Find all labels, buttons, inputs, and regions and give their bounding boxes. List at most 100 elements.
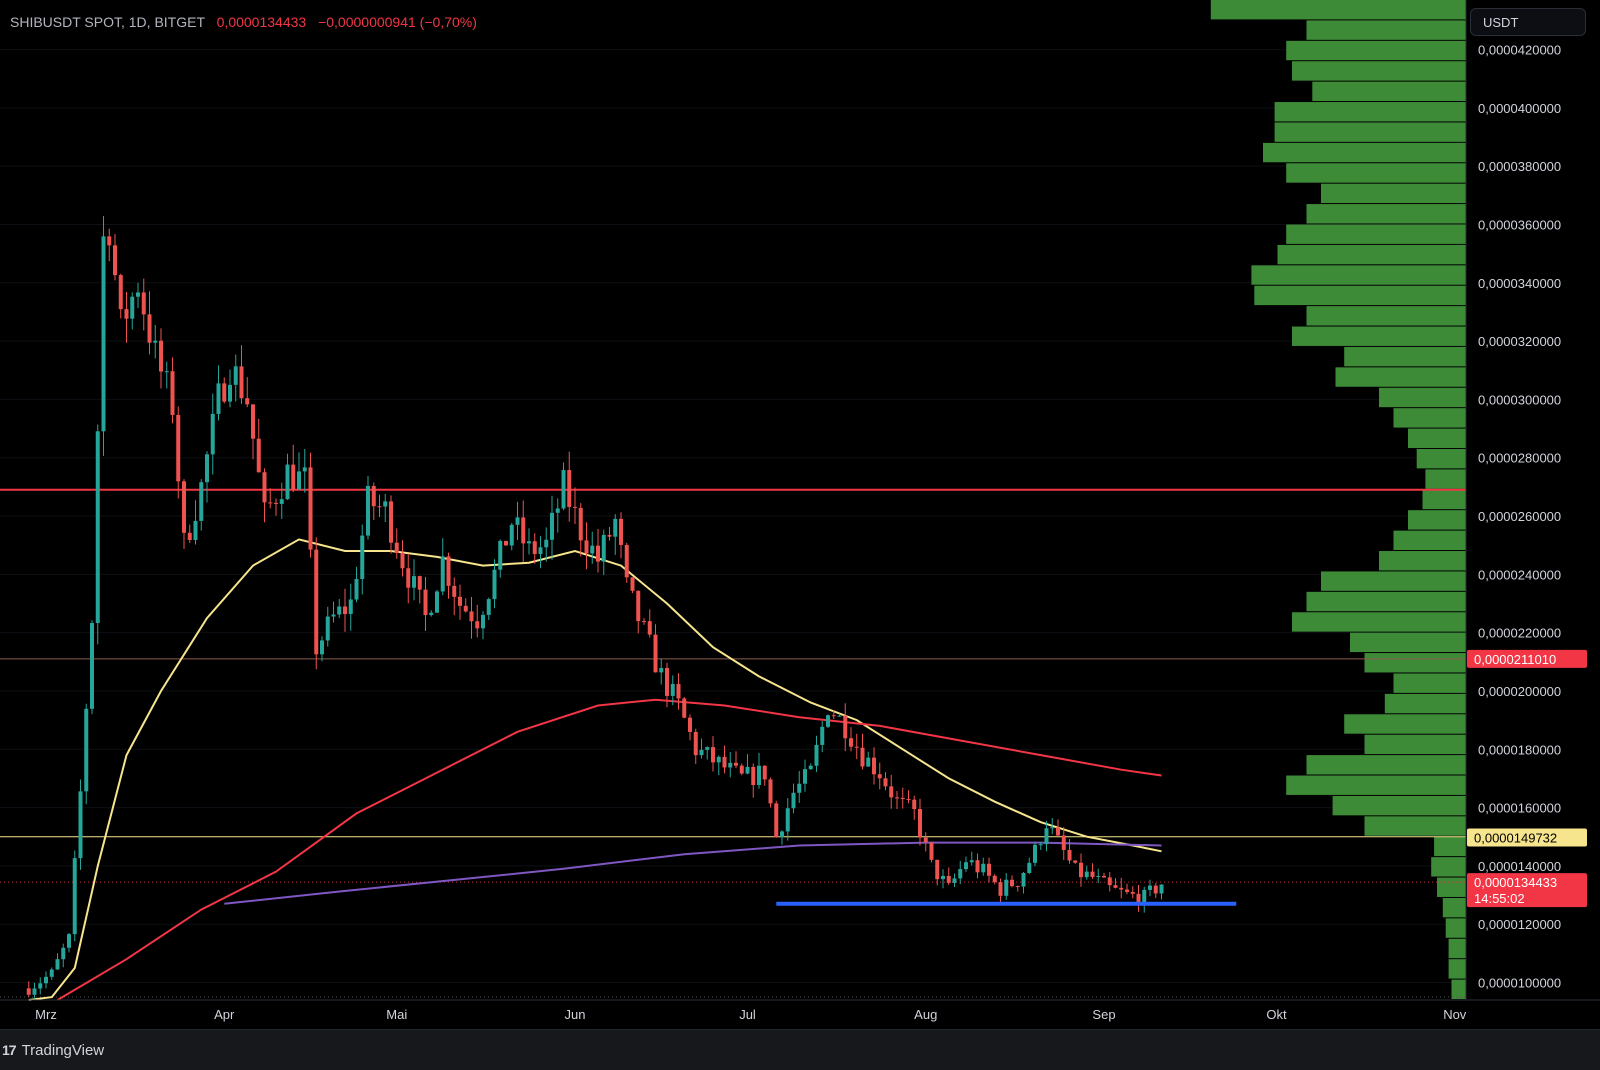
candle[interactable] bbox=[705, 746, 710, 760]
candle[interactable] bbox=[371, 482, 376, 520]
candle[interactable] bbox=[596, 528, 600, 573]
candle[interactable] bbox=[515, 501, 520, 541]
candle[interactable] bbox=[210, 393, 215, 475]
candle[interactable] bbox=[262, 468, 267, 523]
candle[interactable] bbox=[302, 448, 307, 493]
candle[interactable] bbox=[872, 747, 876, 785]
candle[interactable] bbox=[578, 503, 583, 557]
candle[interactable] bbox=[314, 537, 319, 670]
candle[interactable] bbox=[164, 361, 169, 389]
candle[interactable] bbox=[113, 233, 117, 281]
candle[interactable] bbox=[176, 406, 181, 499]
candle[interactable] bbox=[1010, 875, 1014, 888]
candle[interactable] bbox=[389, 495, 393, 554]
candle[interactable] bbox=[665, 662, 669, 708]
candle[interactable] bbox=[446, 552, 451, 599]
candle[interactable] bbox=[228, 369, 232, 408]
candle[interactable] bbox=[1159, 884, 1164, 900]
candle[interactable] bbox=[124, 291, 129, 343]
candle[interactable] bbox=[722, 745, 727, 774]
candle[interactable] bbox=[233, 354, 238, 402]
candle[interactable] bbox=[785, 798, 790, 841]
candle[interactable] bbox=[61, 943, 66, 968]
candle[interactable] bbox=[653, 624, 658, 673]
candle[interactable] bbox=[1119, 877, 1124, 899]
candle[interactable] bbox=[153, 324, 158, 359]
candle[interactable] bbox=[1061, 827, 1066, 861]
candle[interactable] bbox=[90, 620, 94, 715]
candle[interactable] bbox=[394, 528, 399, 559]
candle[interactable] bbox=[130, 292, 135, 330]
candle[interactable] bbox=[826, 714, 830, 729]
candle[interactable] bbox=[205, 451, 209, 503]
candle[interactable] bbox=[222, 377, 227, 404]
candle[interactable] bbox=[808, 763, 813, 770]
candle[interactable] bbox=[843, 703, 848, 752]
candle[interactable] bbox=[274, 498, 278, 516]
candle[interactable] bbox=[619, 512, 623, 559]
candle[interactable] bbox=[360, 524, 365, 595]
candle[interactable] bbox=[245, 377, 250, 408]
candle[interactable] bbox=[762, 765, 767, 786]
candle[interactable] bbox=[440, 538, 445, 596]
candle[interactable] bbox=[136, 282, 140, 309]
candle[interactable] bbox=[285, 453, 290, 500]
candle[interactable] bbox=[44, 971, 48, 989]
candle[interactable] bbox=[607, 527, 612, 541]
candle[interactable] bbox=[1027, 857, 1032, 875]
candle[interactable] bbox=[458, 584, 462, 620]
candle[interactable] bbox=[354, 566, 359, 603]
candle[interactable] bbox=[187, 524, 192, 544]
candle[interactable] bbox=[636, 590, 641, 634]
candle[interactable] bbox=[561, 462, 566, 511]
candle[interactable] bbox=[1153, 883, 1158, 899]
candle[interactable] bbox=[780, 830, 784, 845]
candle[interactable] bbox=[642, 618, 646, 625]
candle[interactable] bbox=[101, 216, 106, 456]
candle[interactable] bbox=[745, 754, 750, 775]
candle[interactable] bbox=[716, 755, 721, 776]
candle[interactable] bbox=[182, 479, 186, 549]
candle[interactable] bbox=[624, 542, 629, 583]
candle[interactable] bbox=[590, 531, 595, 564]
candle[interactable] bbox=[757, 752, 761, 789]
candle[interactable] bbox=[998, 878, 1003, 903]
candle[interactable] bbox=[866, 751, 871, 767]
candle[interactable] bbox=[981, 857, 986, 876]
candle[interactable] bbox=[1004, 873, 1009, 900]
candle[interactable] bbox=[906, 790, 911, 804]
candle[interactable] bbox=[918, 798, 922, 846]
candle[interactable] bbox=[527, 528, 531, 555]
candle[interactable] bbox=[728, 752, 733, 778]
candle[interactable] bbox=[38, 977, 43, 995]
candle[interactable] bbox=[417, 575, 422, 604]
candle[interactable] bbox=[751, 763, 756, 798]
candle[interactable] bbox=[308, 452, 313, 558]
candle[interactable] bbox=[400, 540, 405, 577]
candle[interactable] bbox=[325, 606, 330, 647]
candle[interactable] bbox=[1073, 860, 1078, 864]
candle[interactable] bbox=[1090, 863, 1095, 879]
candle[interactable] bbox=[584, 522, 589, 570]
candle[interactable] bbox=[883, 772, 888, 791]
candle[interactable] bbox=[676, 673, 681, 710]
candle[interactable] bbox=[958, 860, 963, 885]
candle[interactable] bbox=[469, 597, 474, 639]
candle[interactable] bbox=[975, 853, 980, 879]
candle[interactable] bbox=[1084, 865, 1089, 880]
candle[interactable] bbox=[601, 529, 606, 576]
candle[interactable] bbox=[711, 736, 715, 772]
candle[interactable] bbox=[521, 500, 526, 563]
candle[interactable] bbox=[366, 475, 370, 540]
candle[interactable] bbox=[1038, 841, 1043, 851]
candle[interactable] bbox=[854, 733, 859, 760]
candle[interactable] bbox=[1021, 872, 1026, 894]
candle[interactable] bbox=[199, 479, 204, 531]
candle[interactable] bbox=[952, 873, 957, 887]
candle[interactable] bbox=[820, 721, 825, 753]
candle[interactable] bbox=[941, 869, 945, 889]
candle[interactable] bbox=[504, 540, 508, 546]
candle[interactable] bbox=[1148, 879, 1152, 897]
candle[interactable] bbox=[67, 933, 71, 953]
candle[interactable] bbox=[49, 967, 54, 980]
